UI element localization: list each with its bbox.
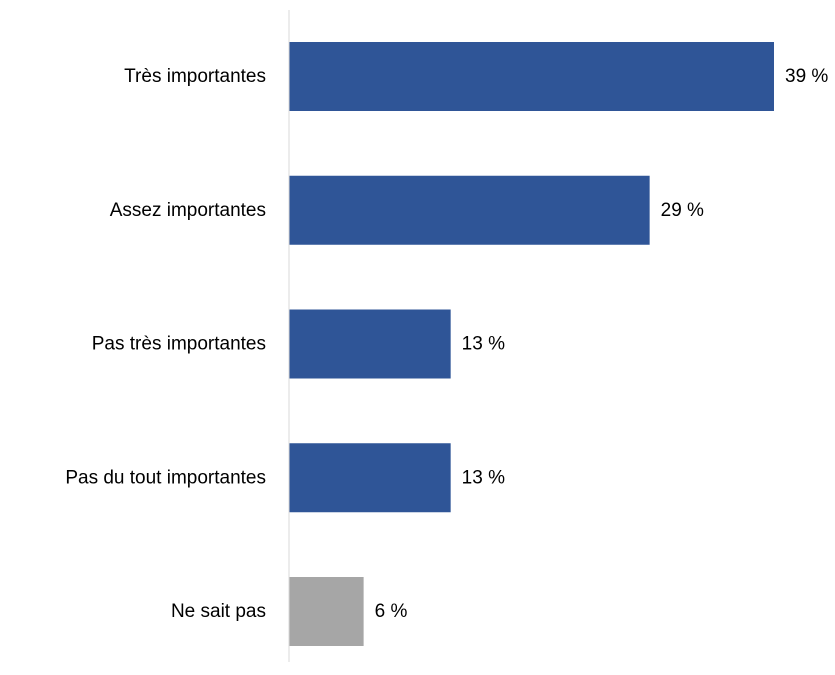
category-label-2: Pas très importantes [92,334,266,355]
category-label-4: Ne sait pas [171,601,266,622]
category-label-1: Assez importantes [110,200,266,221]
bar-4 [289,577,364,646]
category-label-0: Très importantes [124,66,266,87]
value-label-1: 29 % [661,200,704,221]
labels-layer: Très importantes 39 % Assez importantes 29 … [65,66,828,622]
bar-1 [289,175,650,245]
value-label-4: 6 % [375,601,408,622]
bars-layer [289,42,774,646]
bar-3 [289,443,451,513]
value-label-2: 13 % [462,334,505,355]
bar-2 [289,309,451,379]
value-label-3: 13 % [462,467,505,488]
category-label-3: Pas du tout importantes [65,467,266,488]
value-label-0: 39 % [785,66,828,87]
bar-0 [289,42,774,111]
